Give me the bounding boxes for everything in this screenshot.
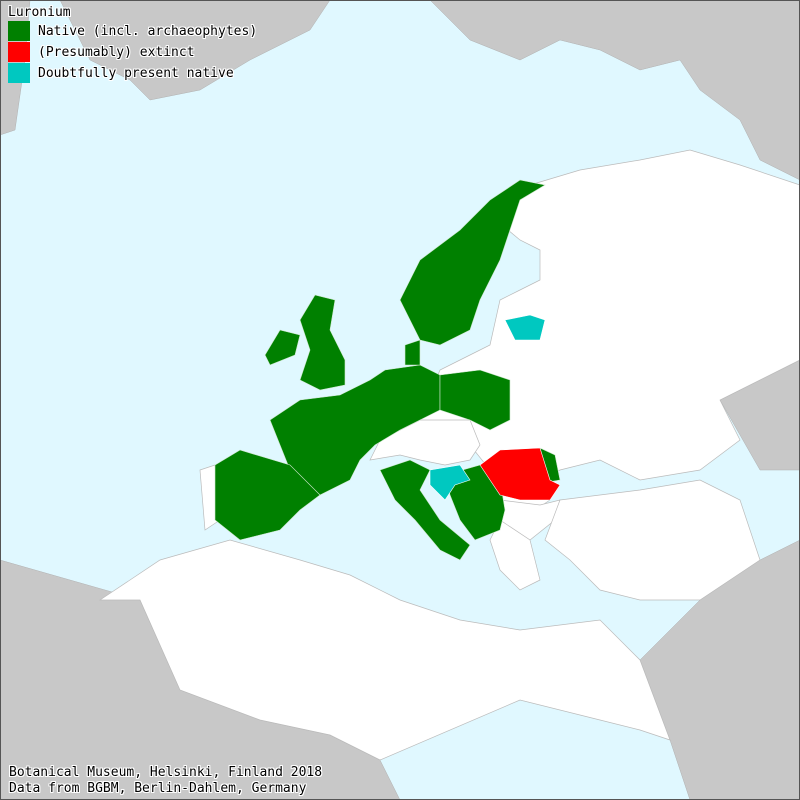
legend-swatch [8,63,30,83]
legend-label: (Presumably) extinct [38,44,195,60]
region-italy [379,459,471,561]
credits: Botanical Museum, Helsinki, Finland 2018… [9,765,322,797]
legend-swatch [8,21,30,41]
region-norway-sweden [399,179,546,346]
region-spain [214,449,321,541]
legend-label: Doubtfully present native [38,65,234,81]
legend-item-native: Native (incl. archaeophytes) [8,21,257,41]
legend-item-doubtful: Doubtfully present native [8,63,257,83]
legend-label: Native (incl. archaeophytes) [38,23,258,39]
native-regions [214,179,561,561]
region-croatia [429,464,471,501]
region-uk [299,294,346,391]
region-poland [439,369,511,431]
region-denmark [404,339,421,366]
legend-item-extinct: (Presumably) extinct [8,42,257,62]
doubtful-regions [429,314,546,501]
credit-line-2: Data from BGBM, Berlin-Dahlem, Germany [9,781,307,796]
legend-swatch [8,42,30,62]
legend: Luronium Native (incl. archaeophytes) (P… [8,5,257,83]
region-romania-extinct [479,447,561,501]
no-record-land [98,149,800,761]
region-ireland [264,329,301,366]
credit-line-1: Botanical Museum, Helsinki, Finland 2018 [9,765,323,780]
region-estonia [504,314,546,341]
legend-title: Luronium [8,5,71,20]
